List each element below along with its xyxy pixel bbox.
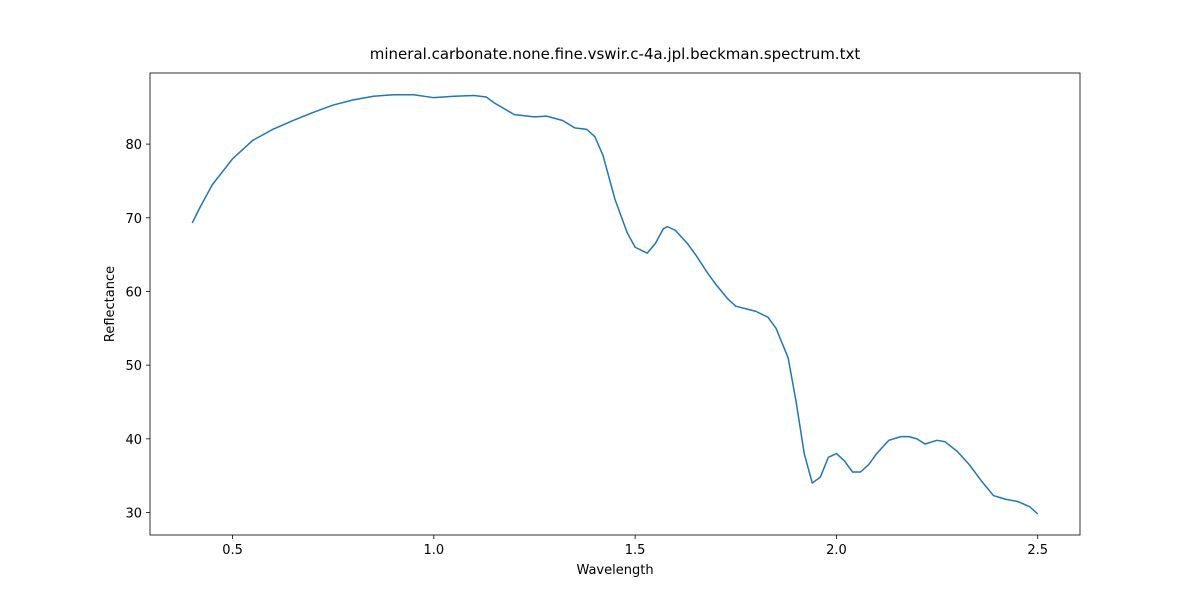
y-tick-label: 80 (125, 138, 142, 153)
chart-title: mineral.carbonate.none.fine.vswir.c-4a.j… (370, 45, 861, 63)
y-tick-label: 70 (125, 212, 142, 227)
x-axis-label: Wavelength (576, 563, 653, 578)
x-tick-label: 0.5 (222, 543, 243, 558)
y-tick-label: 40 (125, 433, 142, 448)
data-line (191, 93, 1039, 515)
y-tick-label: 50 (125, 359, 142, 374)
y-tick-label: 30 (125, 507, 142, 522)
plot-frame (149, 72, 1081, 536)
x-tick-label: 1.0 (423, 543, 444, 558)
y-axis-label: Reflectance (103, 266, 118, 342)
x-tick-label: 2.0 (826, 543, 847, 558)
x-tick-label: 2.5 (1027, 543, 1048, 558)
x-tick-label: 1.5 (625, 543, 646, 558)
y-tick-label: 60 (125, 285, 142, 300)
